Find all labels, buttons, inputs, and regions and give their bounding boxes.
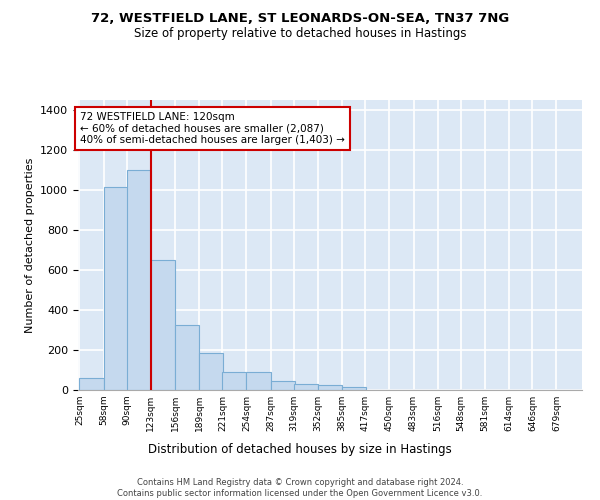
- Bar: [151, 260, 175, 390]
- Bar: [247, 372, 271, 390]
- Bar: [175, 325, 199, 390]
- Y-axis label: Number of detached properties: Number of detached properties: [25, 158, 35, 332]
- Bar: [79, 378, 104, 390]
- Text: Distribution of detached houses by size in Hastings: Distribution of detached houses by size …: [148, 442, 452, 456]
- Bar: [318, 385, 342, 390]
- Bar: [223, 372, 247, 390]
- Bar: [104, 187, 128, 390]
- Text: Contains HM Land Registry data © Crown copyright and database right 2024.
Contai: Contains HM Land Registry data © Crown c…: [118, 478, 482, 498]
- Bar: [199, 353, 223, 390]
- Text: 72 WESTFIELD LANE: 120sqm
← 60% of detached houses are smaller (2,087)
40% of se: 72 WESTFIELD LANE: 120sqm ← 60% of detac…: [80, 112, 345, 145]
- Bar: [342, 387, 366, 390]
- Bar: [294, 384, 318, 390]
- Text: Size of property relative to detached houses in Hastings: Size of property relative to detached ho…: [134, 28, 466, 40]
- Bar: [271, 381, 295, 390]
- Bar: [127, 170, 151, 390]
- Text: 72, WESTFIELD LANE, ST LEONARDS-ON-SEA, TN37 7NG: 72, WESTFIELD LANE, ST LEONARDS-ON-SEA, …: [91, 12, 509, 26]
